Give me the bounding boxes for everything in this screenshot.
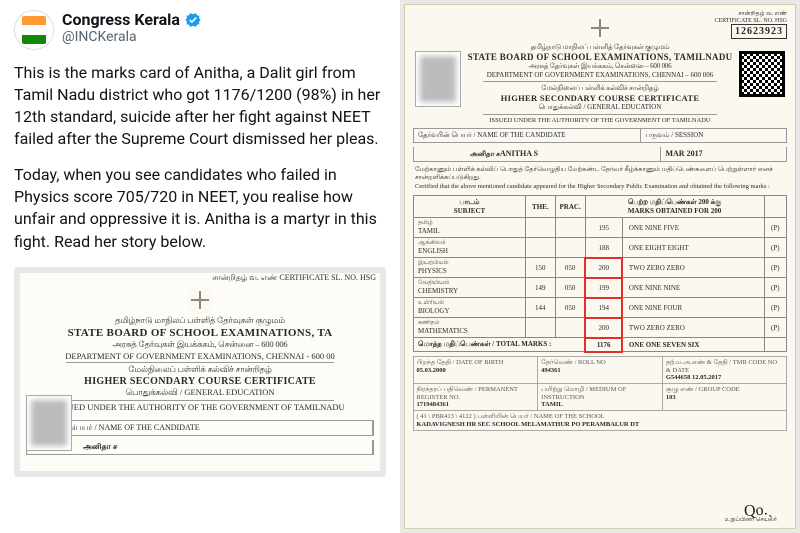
col-subject: பாடம் SUBJECT	[414, 196, 526, 218]
table-row: ஆங்கிலம்ENGLISH188ONE EIGHT EIGHT(P)	[414, 238, 787, 258]
issued: ISSUED UNDER THE AUTHORITY OF THE GOVERN…	[26, 402, 374, 412]
tn-emblem-icon	[187, 287, 213, 313]
cert-footer: பிறந்த தேதி / DATE OF BIRTH05.03.2000 தே…	[413, 356, 787, 430]
tweet-para-1: This is the marks card of Anitha, a Dali…	[14, 62, 386, 150]
display-name[interactable]: Congress Kerala	[62, 10, 180, 29]
board-name: STATE BOARD OF SCHOOL EXAMINATIONS, TA	[26, 327, 374, 339]
ge: பொதுக்கல்வி / GENERAL EDUCATION	[26, 387, 374, 399]
certificate: சான்றிதழ் வ. எண் CERTIFICATE SL. NO. HSG…	[404, 4, 796, 529]
dept-tamil: அரசுத் தேர்வுகள் இயக்ககம், சென்னை – 600 …	[413, 62, 787, 71]
name-band: தேர்வரின் பெயர் / NAME OF THE CANDIDATE …	[413, 128, 787, 143]
party-flag-icon	[22, 16, 46, 44]
col-prac: PRAC.	[555, 196, 585, 218]
tweet-identity: Congress Kerala @INCKerala	[62, 10, 202, 45]
hsc: HIGHER SECONDARY COURSE CERTIFICATE	[26, 376, 374, 387]
attestation: மேற்காணும் பள்ளிக் கல்விப் பொதுத் தேர்வெ…	[415, 166, 785, 191]
col-theory: THE.	[525, 196, 555, 218]
handle[interactable]: @INCKerala	[62, 29, 202, 45]
group-code: 103	[666, 394, 676, 401]
hsc-tamil: மேல்நிலைப் பள்ளிக் கல்விச் சான்றிதழ்	[413, 84, 787, 93]
perm-reg: 1719484361	[417, 401, 450, 408]
layout: Congress Kerala @INCKerala This is the m…	[0, 0, 800, 533]
table-row: உயிரியல்BIOLOGY144050194ONE NINE FOUR(P)	[414, 298, 787, 318]
hsc-tamil: மேல்நிலைப் பள்ளிக் கல்விச் சான்றிதழ்	[26, 364, 374, 376]
board-name: STATE BOARD OF SCHOOL EXAMINATIONS, TAMI…	[413, 52, 787, 62]
tweet-panel: Congress Kerala @INCKerala This is the m…	[0, 0, 400, 533]
table-row: இயற்பியல்PHYSICS150050200TWO ZERO ZERO(P…	[414, 258, 787, 278]
board-name-tamil: தமிழ்நாடு மாநிலப் பள்ளித் தேர்வுகள் குழு…	[413, 43, 787, 52]
dept-tamil: அரசுத் தேர்வுகள் இயக்ககம், சென்னை – 600 …	[26, 339, 374, 351]
tweet-header: Congress Kerala @INCKerala	[14, 10, 386, 50]
candidate-name: ANITHA S	[500, 149, 538, 158]
table-row: தமிழ்TAMIL195ONE NINE FIVE(P)	[414, 218, 787, 238]
tn-emblem-icon	[587, 15, 613, 41]
certificate-panel: சான்றிதழ் வ. எண் CERTIFICATE SL. NO. HSG…	[400, 0, 800, 533]
col-marks: பெற்ற மதிப்பெண்கள் 200 க்கு MARKS OBTAIN…	[585, 196, 764, 218]
school: KADAVIGNESH HR SEC SCHOOL MELAMATHUR PO …	[417, 421, 640, 428]
signature-label: உறுப்பினர் செயலர்	[725, 517, 777, 524]
roll-no: 494361	[541, 367, 561, 374]
verified-badge-icon	[184, 11, 202, 29]
marks-table: பாடம் SUBJECT THE. PRAC. பெற்ற மதிப்பெண்…	[413, 195, 787, 352]
hsc: HIGHER SECONDARY COURSE CERTIFICATE	[413, 93, 787, 103]
medium: TAMIL	[541, 401, 563, 408]
dept: DEPARTMENT OF GOVERNMENT EXAMINATIONS, C…	[413, 71, 787, 79]
ge: பொதுக்கல்வி / GENERAL EDUCATION	[413, 103, 787, 112]
issued: ISSUED UNDER THE AUTHORITY OF THE GOVERN…	[413, 117, 787, 124]
table-row: வேதியியல்CHEMISTRY149050199ONE NINE NINE…	[414, 278, 787, 298]
candidate-name-tamil: அனிதா ச	[27, 440, 373, 454]
avatar[interactable]	[14, 10, 54, 50]
dob: 05.03.2000	[417, 367, 446, 374]
tweet-text: This is the marks card of Anitha, a Dali…	[14, 62, 386, 253]
candidate-photo	[26, 395, 72, 451]
embedded-certificate[interactable]: சான்றிதழ் வ. எண் CERTIFICATE SL. NO. HSG…	[14, 267, 386, 477]
name-band: தேர்வரின் பெயர் / NAME OF THE CANDIDATE	[26, 420, 374, 436]
dept: DEPARTMENT OF GOVERNMENT EXAMINATIONS, C…	[26, 351, 374, 361]
table-row: கணிதம்MATHEMATICS200TWO ZERO ZERO(P)	[414, 318, 787, 338]
tmr: G544658 12.05.2017	[666, 374, 721, 381]
session: MAR 2017	[661, 147, 786, 161]
total-row: மொத்த மதிப்பெண்கள் / TOTAL MARKS :1176ON…	[414, 338, 787, 352]
board-name-tamil: தமிழ்நாடு மாநிலப் பள்ளித் தேர்வுகள் குழு…	[26, 315, 374, 327]
tweet-para-2: Today, when you see candidates who faile…	[14, 164, 386, 252]
